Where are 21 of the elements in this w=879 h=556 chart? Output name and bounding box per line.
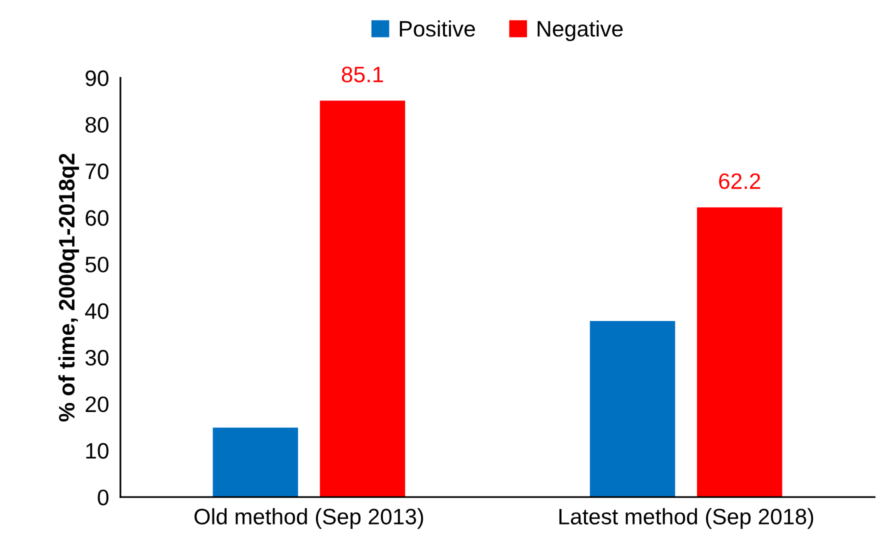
legend-label: Positive bbox=[400, 20, 475, 37]
y-tick-label: 70 bbox=[86, 164, 108, 180]
y-tick-label: 20 bbox=[86, 396, 108, 412]
bar bbox=[590, 320, 676, 498]
x-tick-label: Old method (Sep 2013) bbox=[194, 508, 424, 529]
y-tick-label: 80 bbox=[86, 116, 108, 133]
legend-label: Negative bbox=[538, 20, 623, 42]
bar bbox=[320, 100, 406, 498]
y-tick-label: 0 bbox=[98, 490, 108, 506]
y-tick-label: 10 bbox=[86, 443, 108, 459]
y-tick-label: 40 bbox=[85, 303, 108, 320]
data-label: 62.2 bbox=[719, 173, 760, 190]
bar bbox=[696, 207, 782, 498]
bar bbox=[212, 428, 298, 498]
y-tick-label: 90 bbox=[86, 70, 108, 86]
y-tick-label: 30 bbox=[85, 350, 108, 366]
x-tick-label: Latest method (Sep 2018) bbox=[559, 508, 814, 529]
data-label: 85.1 bbox=[342, 66, 384, 82]
y-tick-label: 50 bbox=[85, 256, 108, 272]
y-tick-label: 60 bbox=[86, 210, 108, 226]
y-axis-title: % of time, 2000q1-2018q2 bbox=[58, 154, 80, 422]
